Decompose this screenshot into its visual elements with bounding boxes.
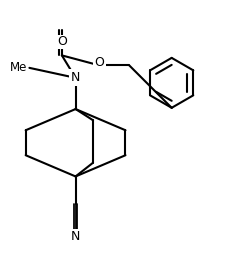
Text: O: O	[94, 56, 104, 69]
Text: Me: Me	[10, 61, 27, 74]
Text: N: N	[70, 230, 80, 243]
Text: N: N	[70, 71, 80, 84]
Text: O: O	[57, 35, 66, 48]
